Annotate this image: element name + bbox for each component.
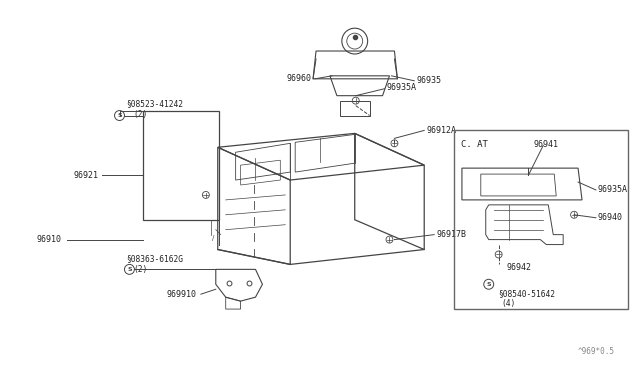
Text: S: S [117,113,122,118]
Text: 96960: 96960 [286,74,311,83]
Text: S: S [127,267,132,272]
Text: §08540-51642: §08540-51642 [499,289,556,298]
Text: 96935: 96935 [416,76,441,85]
Text: S: S [486,282,491,287]
Text: 96921: 96921 [74,171,99,180]
Text: 96912A: 96912A [426,126,456,135]
Text: 96941: 96941 [533,140,558,149]
Text: 96940: 96940 [598,213,623,222]
Text: (4): (4) [502,299,516,308]
Text: 96917B: 96917B [436,230,466,239]
Text: /: / [212,235,214,241]
Text: §08363-6162G: §08363-6162G [127,254,184,263]
Text: 96910: 96910 [37,235,62,244]
Text: C. AT: C. AT [461,140,488,149]
Text: 969910: 969910 [167,290,197,299]
Text: (2): (2) [133,265,148,274]
Text: 96942: 96942 [507,263,532,272]
Text: 96935A: 96935A [387,83,417,92]
Bar [454,131,628,309]
Text: §08523-41242: §08523-41242 [127,100,184,109]
Text: (2): (2) [133,109,148,119]
Text: 96935A: 96935A [598,186,628,195]
Text: ^969*0.5: ^969*0.5 [578,347,615,356]
